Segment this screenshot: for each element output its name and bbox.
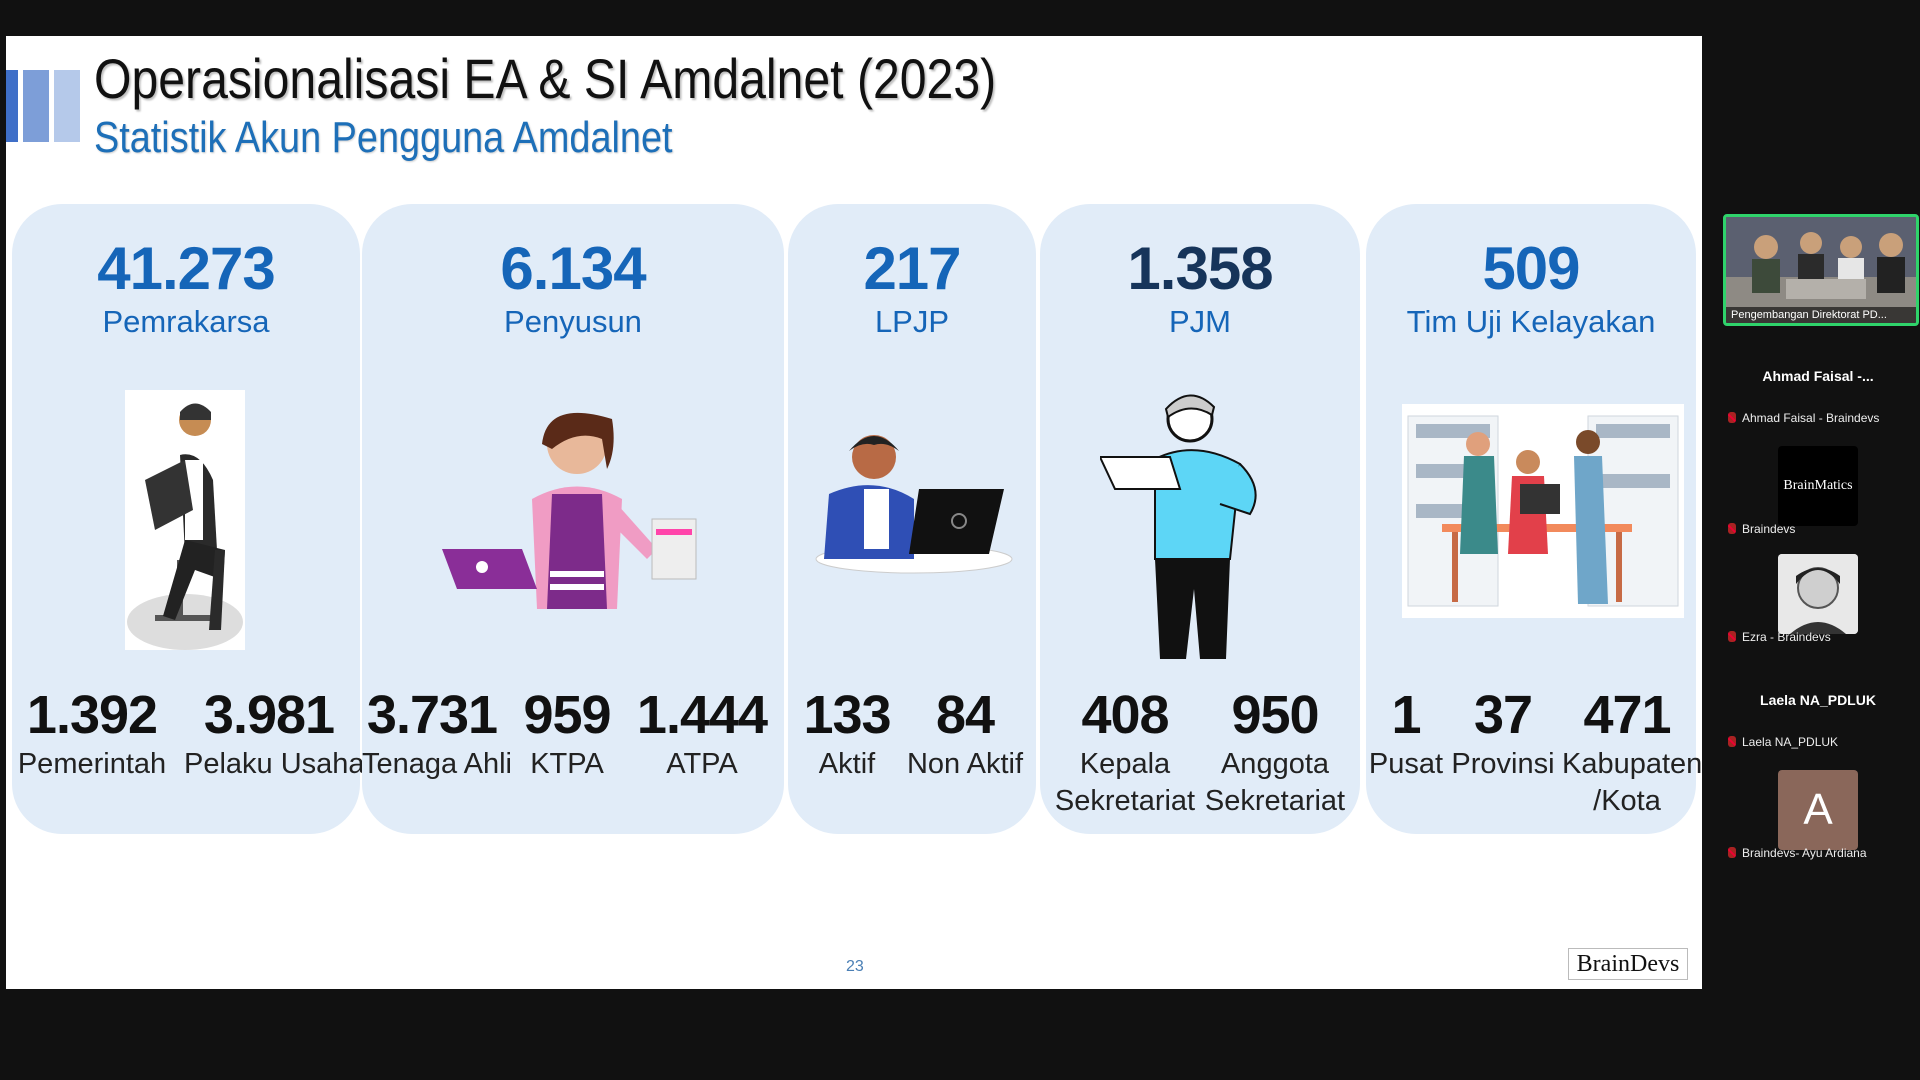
man-with-laptop-illustration xyxy=(1100,394,1257,659)
participant-name: Ezra - Braindevs xyxy=(1728,630,1831,644)
active-speaker-video[interactable]: Pengembangan Direktorat PD... xyxy=(1723,214,1919,326)
card-penyusun: 6.134 Penyusun 3.731 Tenaga Ahli 959 KTP… xyxy=(362,204,784,834)
mic-muted-icon xyxy=(1728,736,1736,747)
total-value: 509 xyxy=(1482,235,1580,302)
woman-with-laptop-illustration xyxy=(442,412,697,609)
sub-value: 37 xyxy=(1473,685,1533,745)
person-in-chair-illustration xyxy=(125,390,245,650)
participant-name: Braindevs- Ayu Ardiana xyxy=(1728,846,1867,860)
sub-label: ATPA xyxy=(666,748,738,780)
avatar-letter: A xyxy=(1803,785,1833,834)
participant-name-text: Laela NA_PDLUK xyxy=(1742,735,1839,749)
sub-value: 1.392 xyxy=(26,685,158,745)
sub-value: 3.731 xyxy=(366,685,498,745)
total-value: 6.134 xyxy=(500,235,646,302)
sub-stat: 3.981 Pelaku Usaha xyxy=(184,684,365,783)
card-tim-uji-kelayakan: 509 Tim Uji Kelayakan 1 Pusat xyxy=(1366,204,1702,834)
card-pjm: 1.358 PJM 408 Kepala Sekretariat 950 Ang… xyxy=(1040,204,1360,834)
decor-bar-2 xyxy=(23,70,49,142)
sub-label: Pusat xyxy=(1368,748,1444,780)
participant-name-text: Braindevs- Ayu Ardiana xyxy=(1742,846,1867,860)
participant-name-text: Ahmad Faisal - Braindevs xyxy=(1742,411,1880,425)
total-value: 1.358 xyxy=(1127,235,1273,302)
total-value: 41.273 xyxy=(97,235,276,302)
sub-label: KTPA xyxy=(530,748,604,780)
sub-value: 950 xyxy=(1231,685,1319,745)
category-label: LPJP xyxy=(874,304,950,339)
participant-name: Braindevs xyxy=(1728,522,1795,536)
sub-label-line1: Kabupaten xyxy=(1562,748,1702,780)
category-label: Pemrakarsa xyxy=(102,304,270,339)
mic-muted-icon xyxy=(1728,631,1736,642)
participant-name-text: Braindevs xyxy=(1742,522,1796,536)
sub-stat: 1 Pusat xyxy=(1366,684,1446,783)
decor-bar-3 xyxy=(54,70,80,142)
sub-label-line2: /Kota xyxy=(1593,785,1661,817)
category-label: PJM xyxy=(1169,304,1231,339)
sub-value: 408 xyxy=(1081,685,1169,745)
sub-value: 959 xyxy=(523,685,611,745)
sub-label: Pemerintah xyxy=(17,748,167,780)
slide-subtitle: Statistik Akun Pengguna Amdalnet xyxy=(94,113,673,162)
slide-title: Operasionalisasi EA & SI Amdalnet (2023) xyxy=(94,47,997,110)
sub-label: Pelaku Usaha xyxy=(184,748,365,780)
participant-avatar: BrainMatics xyxy=(1778,446,1858,526)
presentation-slide: Operasionalisasi EA & SI Amdalnet (2023)… xyxy=(6,36,1702,989)
decor-bar-1 xyxy=(6,70,18,142)
sub-label-line1: Anggota xyxy=(1220,748,1330,780)
total-value: 217 xyxy=(863,235,961,302)
sub-stat: 408 Kepala Sekretariat xyxy=(1050,684,1200,820)
profile-photo xyxy=(1778,554,1858,634)
woman-at-laptop-illustration xyxy=(815,435,1013,574)
sub-stat: 950 Anggota Sekretariat xyxy=(1200,684,1350,820)
participant-title: Laela NA_PDLUK xyxy=(1760,692,1876,708)
sub-label-line2: Sekretariat xyxy=(1054,785,1196,817)
mic-muted-icon xyxy=(1728,523,1736,534)
video-label: Pengembangan Direktorat PD... xyxy=(1726,307,1916,323)
sub-value: 133 xyxy=(803,685,891,745)
sub-value: 1 xyxy=(1391,685,1421,745)
sub-value: 1.444 xyxy=(636,685,768,745)
participant-name: Laela NA_PDLUK xyxy=(1728,735,1838,749)
sub-stat: 471 Kabupaten /Kota xyxy=(1562,684,1702,820)
braindevs-logo: BrainDevs xyxy=(1568,948,1688,980)
sub-stat: 3.731 Tenaga Ahli xyxy=(362,684,512,783)
sub-stat: 133 Aktif xyxy=(792,684,902,783)
sub-stat: 84 Non Aktif xyxy=(900,684,1030,783)
sub-label: Provinsi xyxy=(1451,748,1555,780)
participant-name: Ahmad Faisal - Braindevs xyxy=(1728,411,1879,425)
sub-value: 84 xyxy=(935,685,995,745)
sub-stat: 1.444 ATPA xyxy=(632,684,772,783)
sub-stat: 1.392 Pemerintah xyxy=(12,684,172,783)
sub-stat: 959 KTPA xyxy=(512,684,622,783)
participant-avatar xyxy=(1778,554,1858,634)
participant-avatar: A xyxy=(1778,770,1858,850)
category-label: Penyusun xyxy=(504,304,642,339)
mic-muted-icon xyxy=(1728,847,1736,858)
participant-title: Ahmad Faisal -... xyxy=(1762,368,1874,384)
category-label: Tim Uji Kelayakan xyxy=(1406,304,1656,339)
sub-label-line2: Sekretariat xyxy=(1204,785,1346,817)
sub-stat: 37 Provinsi xyxy=(1448,684,1558,783)
sub-value: 3.981 xyxy=(203,685,335,745)
participant-name-text: Ezra - Braindevs xyxy=(1742,630,1831,644)
brainmatics-logo: BrainMatics xyxy=(1783,478,1853,493)
mic-muted-icon xyxy=(1728,412,1736,423)
sub-label: Non Aktif xyxy=(906,748,1024,780)
sub-value: 471 xyxy=(1583,685,1671,745)
team-meeting-illustration xyxy=(1402,404,1684,618)
page-number: 23 xyxy=(846,958,864,975)
sub-label: Tenaga Ahli xyxy=(362,748,512,780)
sub-label-line1: Kepala xyxy=(1079,748,1171,780)
card-pemrakarsa: 41.273 Pemrakarsa 1.392 Pemerintah 3.981… xyxy=(12,204,365,834)
card-lpjp: 217 LPJP 133 Aktif 84 Non Aktif xyxy=(788,204,1036,834)
sub-label: Aktif xyxy=(818,748,876,780)
